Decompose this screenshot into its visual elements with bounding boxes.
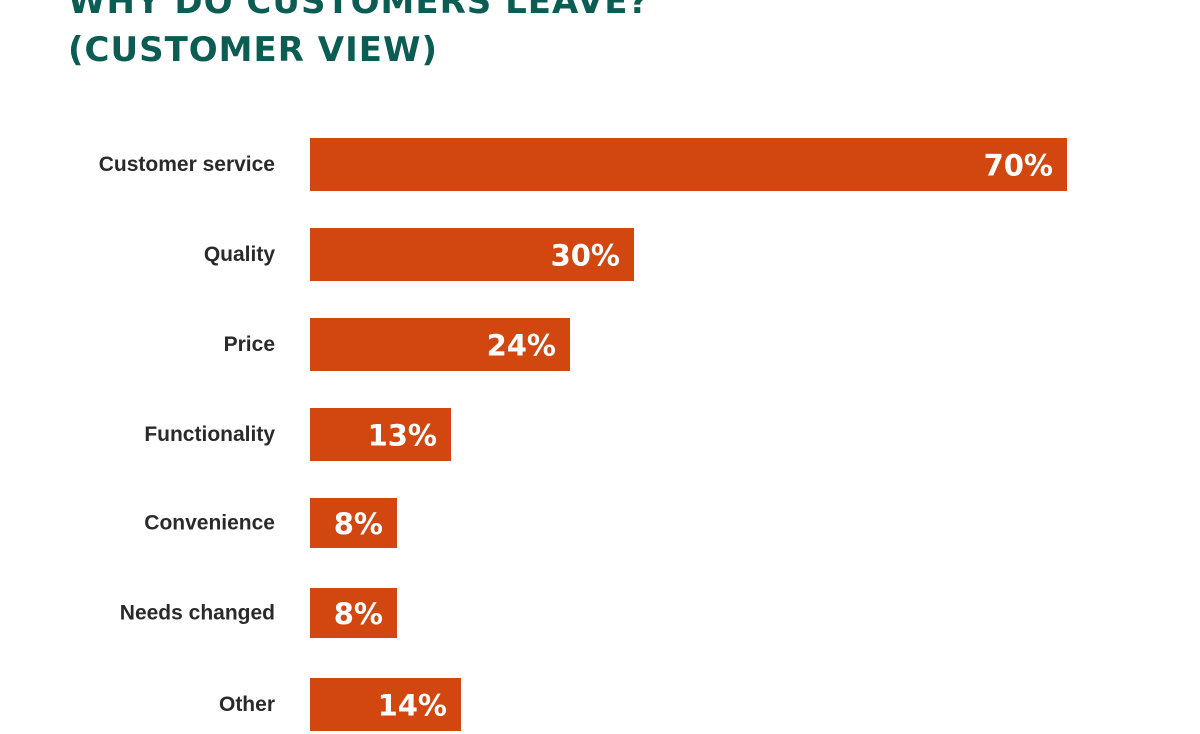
bar <box>310 588 397 638</box>
bar <box>310 678 461 731</box>
bar <box>310 498 397 548</box>
chart-title-line-2: (CUSTOMER VIEW) <box>68 30 438 70</box>
value-label: 14% <box>378 689 447 723</box>
bar <box>310 228 634 281</box>
bar <box>310 318 570 371</box>
value-label: 70% <box>984 149 1053 183</box>
category-label: Customer service <box>99 153 275 176</box>
category-label: Functionality <box>144 423 275 446</box>
value-label: 8% <box>334 507 383 541</box>
bar <box>310 408 451 461</box>
bar <box>310 138 1067 191</box>
category-label: Price <box>224 333 275 356</box>
category-label: Other <box>219 693 275 716</box>
category-label: Quality <box>204 243 276 266</box>
category-label: Convenience <box>144 512 275 535</box>
chart-title: WHY DO CUSTOMERS LEAVE? (CUSTOMER VIEW) <box>68 0 649 74</box>
chart-title-line-1: WHY DO CUSTOMERS LEAVE? <box>68 0 650 22</box>
category-label: Needs changed <box>120 602 275 625</box>
value-label: 8% <box>334 597 383 631</box>
value-label: 24% <box>487 329 556 363</box>
value-label: 13% <box>368 419 437 453</box>
bars-group: Customer service 70% Quality 30% Price 24% Fun… <box>99 138 1067 731</box>
value-label: 30% <box>551 239 620 273</box>
